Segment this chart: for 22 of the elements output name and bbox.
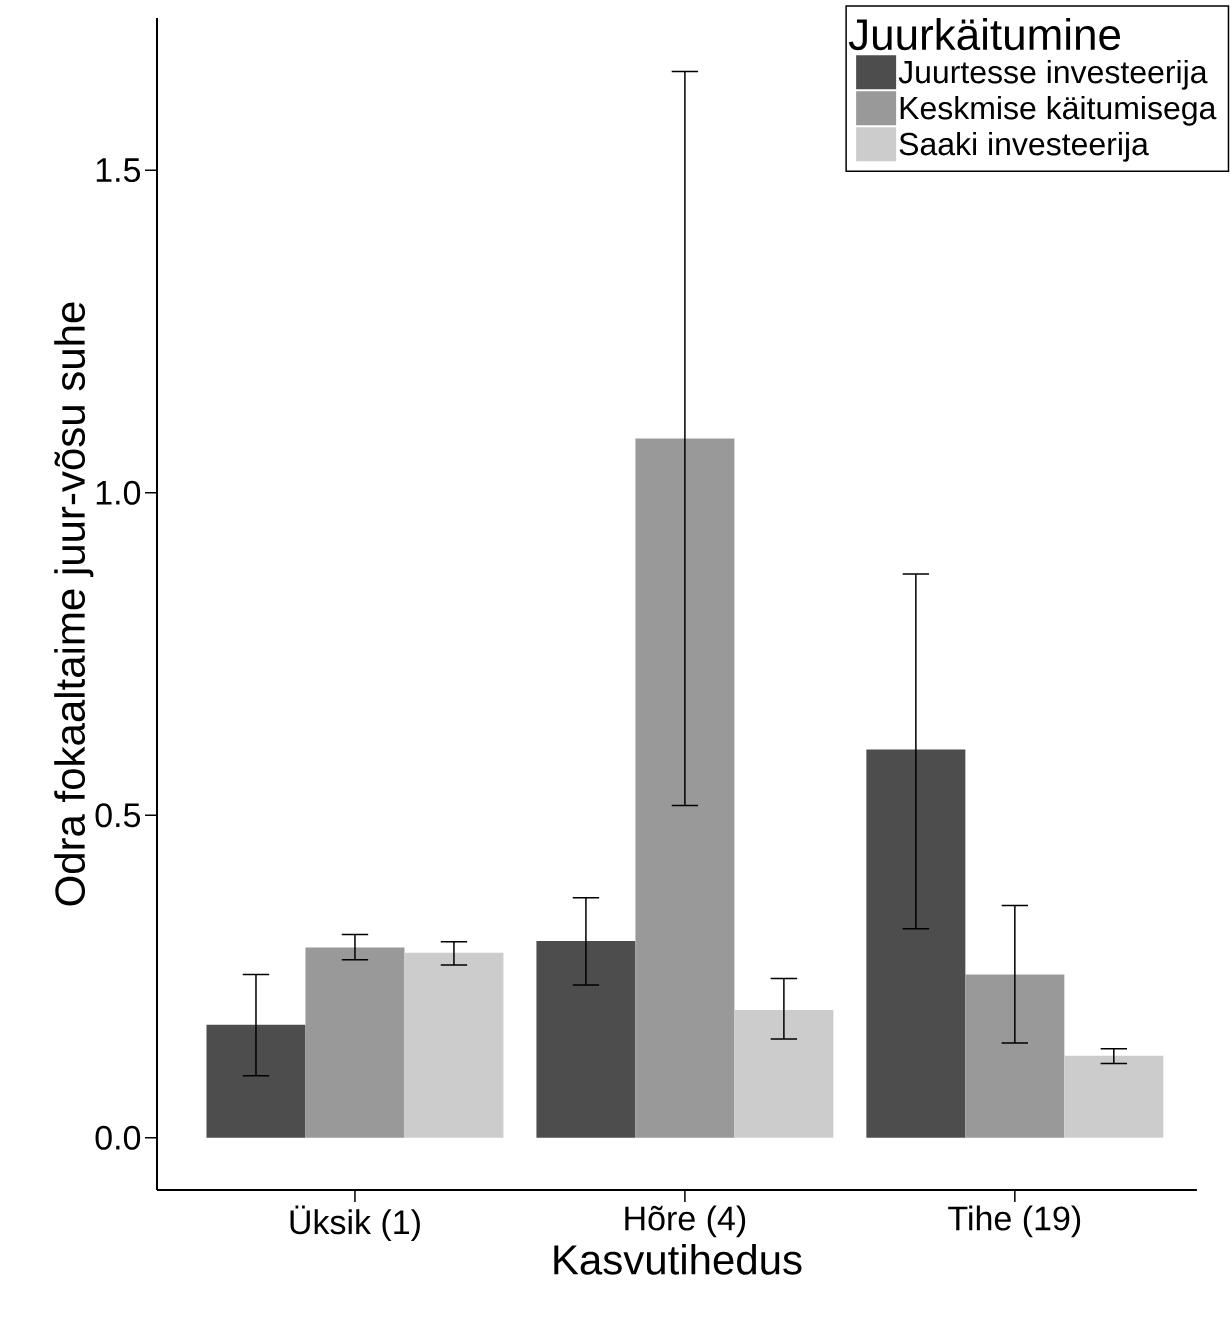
bar: [206, 1024, 306, 1138]
legend-label: Keskmise käitumisega: [900, 95, 1217, 126]
legend-label: Saaki investeerija: [899, 131, 1149, 162]
x-tick-label: Tihe (19): [948, 1205, 1081, 1238]
y-tick-label: 0.0: [95, 1125, 141, 1150]
x-axis-title: Kasvutihedus: [554, 1243, 802, 1275]
legend-label: Juurtesse investeerija: [898, 59, 1208, 90]
y-tick-label: 0.5: [95, 803, 141, 828]
bar: [536, 941, 636, 1138]
bar: [1064, 1055, 1164, 1138]
bar: [965, 974, 1065, 1138]
bar: [635, 438, 735, 1138]
bar: [305, 947, 405, 1138]
y-tick-label: 1.0: [96, 480, 141, 505]
y-tick-label: 1.5: [96, 158, 141, 183]
bar: [866, 749, 966, 1138]
bar: [734, 1010, 834, 1138]
x-tick-label: Üksik (1): [290, 1205, 420, 1242]
bar: [404, 952, 504, 1138]
x-tick-label: Hõre (4): [625, 1205, 746, 1238]
y-axis-title: Odra fokaaltaime juur-võsu suhe: [54, 302, 94, 906]
legend-title: Juurkäitumine: [848, 17, 1121, 51]
